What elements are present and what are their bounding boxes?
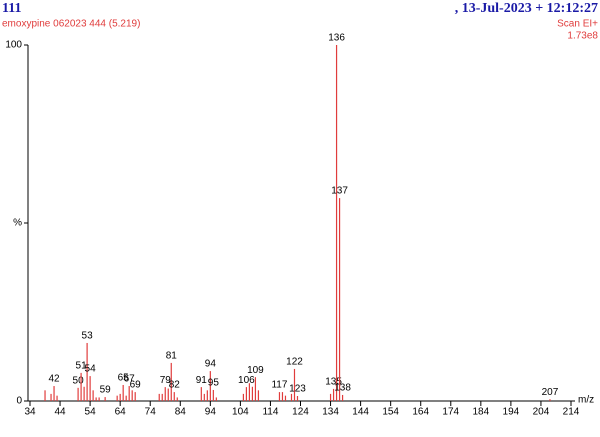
peak-label: 106 — [238, 375, 255, 386]
x-tick-label: 124 — [292, 407, 309, 418]
x-tick-label: 144 — [352, 407, 369, 418]
x-tick-label: 174 — [442, 407, 459, 418]
peak-label: 81 — [166, 351, 178, 362]
peak-label: 109 — [247, 365, 264, 376]
header-date: , 13-Jul-2023 + 12:12:27 — [455, 1, 598, 16]
peak-label: 79 — [160, 375, 172, 386]
x-axis-label: m/z — [578, 395, 594, 406]
peak-label: 207 — [542, 387, 559, 398]
peak-label: 91 — [196, 375, 208, 386]
y-tick-label: 0 — [16, 396, 22, 407]
x-tick-label: 154 — [382, 407, 399, 418]
x-tick-label: 214 — [563, 407, 580, 418]
x-tick-label: 44 — [54, 407, 66, 418]
y-tick-label: % — [13, 218, 22, 229]
peak-label: 136 — [328, 33, 345, 44]
x-tick-label: 164 — [412, 407, 429, 418]
peak-label: 82 — [169, 380, 181, 391]
y-tick-label: 100 — [5, 40, 22, 51]
x-tick-label: 194 — [503, 407, 520, 418]
peak-label: 122 — [286, 357, 303, 368]
peak-label: 54 — [85, 364, 97, 375]
peak-label: 53 — [82, 331, 94, 342]
header-title: 111 — [2, 1, 21, 16]
peak-label: 50 — [73, 375, 85, 386]
x-tick-label: 54 — [85, 407, 97, 418]
x-tick-label: 104 — [232, 407, 249, 418]
peak-label: 137 — [331, 186, 348, 197]
x-tick-label: 134 — [322, 407, 339, 418]
x-tick-label: 34 — [24, 407, 36, 418]
peak-label: 123 — [289, 384, 306, 395]
peak-label: 117 — [271, 380, 287, 391]
peak-label: 69 — [130, 380, 142, 391]
x-tick-label: 184 — [472, 407, 489, 418]
sample-name: emoxypine 062023 444 (5.219) — [2, 19, 140, 30]
x-tick-label: 94 — [205, 407, 217, 418]
peak-label: 65 — [118, 373, 130, 384]
peak-label: 138 — [334, 383, 351, 394]
peak-label: 94 — [205, 359, 217, 370]
x-tick-label: 74 — [145, 407, 157, 418]
intensity: 1.73e8 — [567, 31, 598, 42]
peak-label: 51 — [76, 361, 88, 372]
peak-label: 95 — [208, 378, 220, 389]
peak-label: 135 — [325, 377, 342, 388]
x-tick-label: 204 — [533, 407, 550, 418]
peak-label: 42 — [48, 374, 60, 385]
x-tick-label: 64 — [115, 407, 127, 418]
peak-label: 59 — [100, 385, 112, 396]
peak-label: 67 — [124, 374, 136, 385]
x-tick-label: 84 — [175, 407, 187, 418]
x-tick-label: 114 — [262, 407, 278, 418]
scan-type: Scan EI+ — [557, 19, 598, 30]
